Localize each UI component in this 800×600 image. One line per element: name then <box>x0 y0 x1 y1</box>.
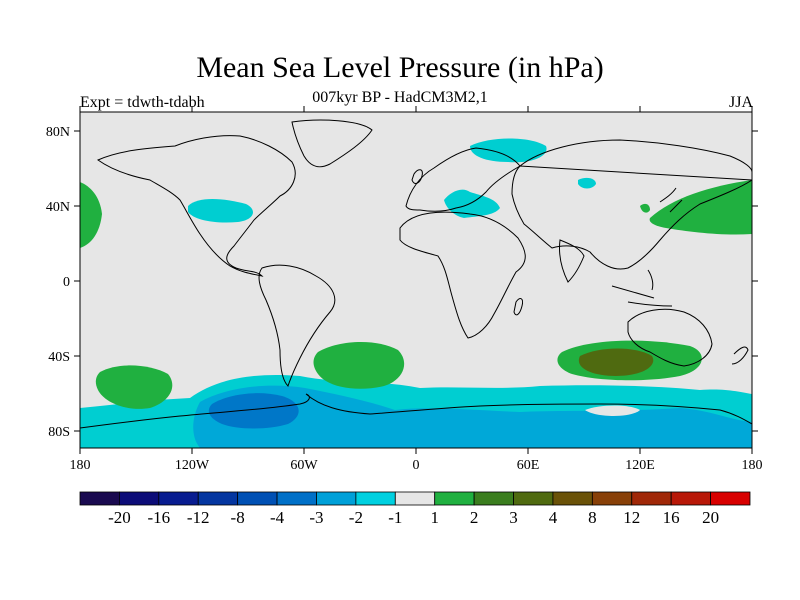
colorbar-swatch <box>276 491 317 506</box>
colorbar-label: -20 <box>108 508 131 527</box>
colorbar-swatch <box>79 491 120 506</box>
field-northern-russia <box>578 177 596 189</box>
colorbar-label: -16 <box>147 508 170 527</box>
x-tick-label: 60W <box>290 458 318 473</box>
field-southern-ocean-inner <box>193 385 752 448</box>
y-tick-label: 80S <box>48 425 70 440</box>
colorbar-swatch <box>670 491 711 506</box>
field-japan-patch <box>640 203 650 213</box>
colorbar-label: -4 <box>270 508 285 527</box>
coastline-indonesia <box>611 269 673 307</box>
y-tick-label: 40N <box>46 200 70 215</box>
y-tick-label: 80N <box>46 125 70 140</box>
x-tick-label: 120W <box>175 458 210 473</box>
colorbar-label: 12 <box>623 508 640 527</box>
colorbar-swatch <box>197 491 239 506</box>
colorbar-label: -8 <box>231 508 245 527</box>
coastline-north-america <box>97 135 296 277</box>
coastline-south-america <box>258 264 336 387</box>
colorbar-label: -2 <box>349 508 363 527</box>
coastline-africa <box>399 211 526 339</box>
colorbar-swatch <box>434 491 475 506</box>
colorbar-swatch <box>591 491 633 506</box>
colorbar: -20 -16 -12 -8 -4 -3 -2 -1 1 2 3 4 8 12 16 20 <box>79 491 751 527</box>
coastline-greenland <box>291 119 373 168</box>
colorbar-label: 8 <box>588 508 597 527</box>
map-subtitle: 007kyr BP - HadCM3M2,1 <box>312 89 488 106</box>
field-south-indian-core <box>578 348 654 376</box>
x-tick-label: 180 <box>742 458 763 473</box>
field-north-america <box>188 199 253 223</box>
colorbar-label: -12 <box>187 508 210 527</box>
colorbar-swatch <box>394 491 436 506</box>
colorbar-swatch <box>710 491 751 506</box>
colorbar-swatch <box>237 491 278 506</box>
colorbar-swatch <box>552 491 593 506</box>
field-south-pacific <box>95 365 173 409</box>
pressure-field-layer <box>80 138 752 448</box>
colorbar-label: 20 <box>702 508 719 527</box>
colorbar-label: 16 <box>663 508 680 527</box>
x-tick-label: 60E <box>517 458 540 473</box>
y-tick-label: 40S <box>48 350 70 365</box>
map-title: Mean Sea Level Pressure (in hPa) <box>196 51 604 84</box>
coastline-india <box>559 239 585 283</box>
x-tick-label: 180 <box>70 458 91 473</box>
x-tick-label: 0 <box>413 458 420 473</box>
field-south-atlantic <box>313 341 405 389</box>
colorbar-label: 3 <box>509 508 518 527</box>
field-north-pacific-west <box>649 180 752 235</box>
coastline-japan <box>659 187 683 213</box>
coastline-uk <box>411 169 423 184</box>
field-antarctic-neutral-patch <box>585 405 640 416</box>
colorbar-swatch <box>631 491 672 506</box>
colorbar-swatch <box>513 491 554 506</box>
coastline-asia <box>511 139 752 270</box>
field-mediterranean <box>444 189 500 218</box>
y-tick-label: 0 <box>63 275 70 290</box>
colorbar-swatch <box>316 491 357 506</box>
field-ross-sea-low <box>80 428 150 448</box>
coastline-antarctica <box>80 393 752 429</box>
colorbar-label: 2 <box>470 508 479 527</box>
coastline-madagascar <box>513 298 523 316</box>
colorbar-label: 4 <box>549 508 558 527</box>
coastline-australia <box>627 308 713 367</box>
field-amundsen-sea <box>208 393 299 429</box>
x-axis: 180 120W 60W 0 60E 120E 180 <box>70 106 763 473</box>
coastlines <box>80 119 752 429</box>
x-tick-label: 120E <box>625 458 655 473</box>
colorbar-label: 1 <box>430 508 439 527</box>
colorbar-label: -3 <box>309 508 323 527</box>
colorbar-swatch <box>473 491 514 506</box>
field-arctic-scandinavia <box>470 138 547 163</box>
coastline-europe <box>405 147 521 212</box>
colorbar-swatch <box>355 491 396 506</box>
colorbar-swatch <box>158 491 199 506</box>
colorbar-label: -1 <box>388 508 402 527</box>
season-label: JJA <box>728 94 753 111</box>
coastline-new-zealand <box>731 346 749 365</box>
y-axis: 80N 40N 0 40S 80S <box>46 125 758 440</box>
experiment-label: Expt = tdwth-tdabh <box>80 94 205 111</box>
field-north-pacific-east <box>80 182 102 248</box>
colorbar-swatch <box>119 491 160 506</box>
